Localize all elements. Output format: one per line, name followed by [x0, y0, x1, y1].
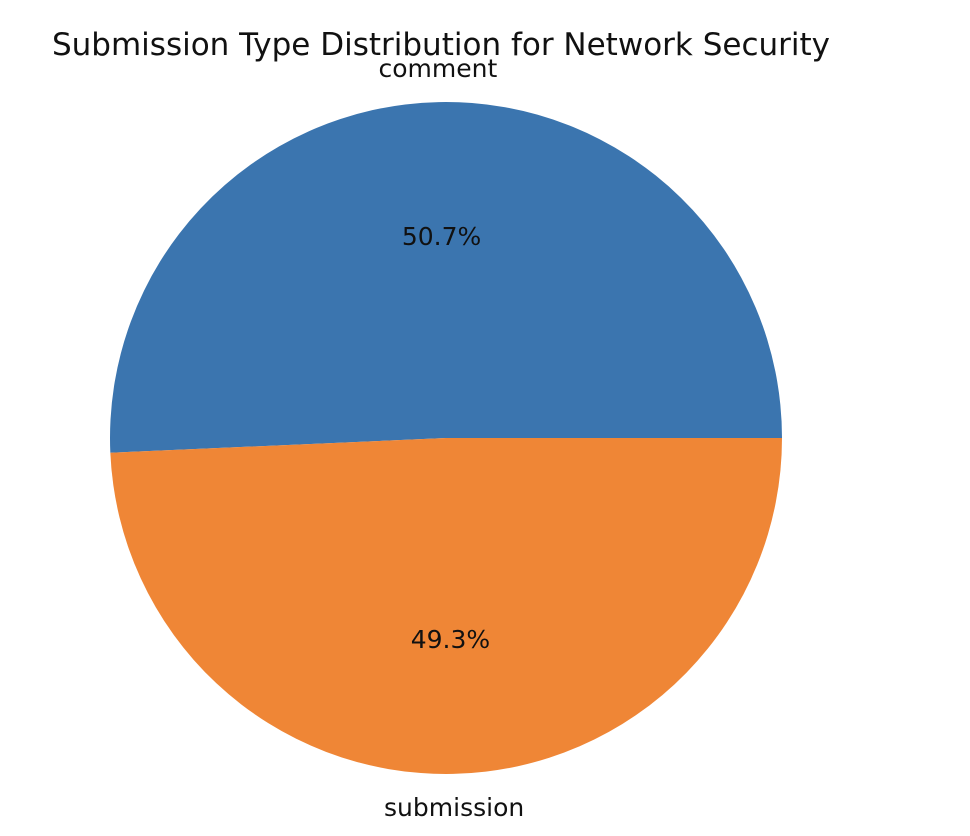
pie-slice-submission	[110, 438, 782, 774]
pie-percent-label-comment: 50.7%	[402, 222, 481, 251]
pie-labels: 50.7% comment 49.3% submission	[378, 54, 524, 822]
pie-category-label-comment: comment	[378, 54, 497, 83]
pie-slice-comment	[109, 101, 782, 453]
pie-percent-label-submission: 49.3%	[411, 625, 490, 654]
pie-slices	[109, 101, 782, 774]
chart-title: Submission Type Distribution for Network…	[52, 27, 830, 63]
pie-category-label-submission: submission	[384, 793, 524, 822]
